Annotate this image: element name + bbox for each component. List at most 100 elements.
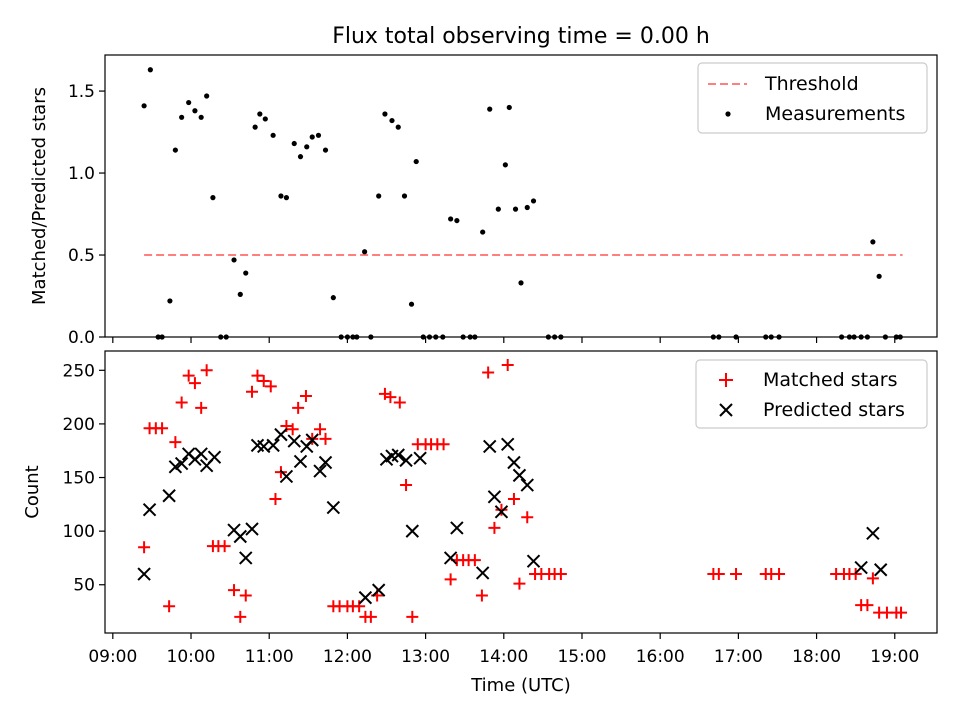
matched-star-point (468, 554, 481, 567)
matched-star-point (507, 492, 520, 505)
matched-star-point (188, 377, 201, 390)
measurement-point (876, 273, 882, 279)
predicted-star-point (137, 567, 151, 581)
predicted-star-point (174, 456, 189, 471)
matched-star-point (246, 385, 259, 398)
matched-star-point (406, 610, 419, 623)
count-legend: Matched stars Predicted stars (695, 359, 928, 429)
matched-star-point (234, 610, 247, 623)
matched-star-point (286, 423, 299, 436)
matched-star-point (257, 375, 270, 388)
matched-legend-swatch (719, 373, 733, 387)
measurement-point (243, 270, 249, 276)
measurement-point (179, 114, 185, 120)
predicted-star-point (854, 560, 868, 575)
measurement-point (262, 116, 268, 122)
measurement-point (315, 132, 322, 138)
measurement-point (330, 295, 336, 301)
matched-star-point (482, 366, 495, 379)
predicted-star-point (318, 455, 333, 470)
matched-star-point (353, 600, 366, 613)
measurement-point (172, 147, 178, 153)
predicted-star-point (500, 437, 515, 451)
measurement-point (322, 147, 329, 153)
count-y-axis: 50 100 150 200 250 (63, 361, 105, 596)
measurement-point (530, 198, 537, 204)
count-x-axis-label: Time (UTC) (470, 675, 571, 696)
measurement-point (204, 93, 210, 99)
predicted-star-point (239, 551, 253, 565)
matched-star-point (513, 577, 526, 590)
matched-star-point (437, 438, 450, 451)
ratio-y-tick-label: 1.0 (68, 164, 95, 184)
matched-star-point (228, 584, 241, 597)
matched-legend-label: Matched stars (763, 369, 897, 391)
matched-star-point (138, 541, 151, 554)
measurement-point (408, 301, 415, 307)
count-x-tick-label: 10:00 (167, 647, 216, 667)
measurement-point (141, 103, 147, 109)
count-x-tick-label: 19:00 (870, 647, 919, 667)
measurement-point (198, 114, 204, 120)
matched-star-point (444, 573, 457, 586)
measurement-point (237, 291, 243, 297)
matched-star-point (269, 492, 282, 505)
matched-star-point (218, 540, 231, 553)
predicted-star-point (162, 489, 176, 503)
predicted-star-point (358, 590, 373, 605)
ratio-x-ticks (112, 337, 896, 343)
matched-star-point (712, 568, 725, 581)
matched-star-point (314, 423, 327, 436)
matched-star-point (299, 390, 312, 403)
measurement-point (401, 193, 408, 199)
ratio-legend: Threshold Measurements (697, 62, 928, 134)
matched-star-point (169, 436, 182, 449)
measurement-point (291, 140, 297, 147)
predicted-star-point (207, 450, 222, 464)
matched-star-point (895, 606, 908, 619)
ratio-legend-frame (697, 62, 928, 134)
predicted-star-point (405, 524, 420, 538)
predicted-star-point (512, 468, 527, 483)
measurement-point (518, 280, 524, 286)
measurement-point (362, 249, 368, 255)
chart-title: Flux total observing time = 0.00 h (332, 24, 710, 49)
predicted-star-point (168, 460, 183, 474)
matched-star-point (163, 600, 176, 613)
measurement-point (389, 117, 395, 124)
count-y-axis-label: Count (22, 465, 43, 518)
matched-star-point (730, 568, 743, 581)
count-y-tick-label: 100 (63, 522, 95, 542)
predicted-star-point (313, 464, 327, 478)
matched-star-point (861, 599, 874, 612)
count-panel: 50 100 150 200 250 09:00 10:00 11:00 12:00 13:00… (22, 350, 938, 696)
count-x-tick-label: 15:00 (557, 647, 606, 667)
predicted-star-point (194, 447, 208, 461)
measurement-point (502, 162, 508, 168)
predicted-legend-label: Predicted stars (763, 399, 905, 421)
matched-star-point (773, 568, 786, 581)
measurement-point (395, 124, 401, 130)
count-y-tick-label: 200 (63, 415, 95, 435)
matched-star-point (182, 369, 195, 382)
predicted-star-point (520, 478, 534, 492)
predicted-star-point (483, 439, 497, 454)
matched-star-point (521, 511, 534, 524)
predicted-star-point (287, 434, 301, 448)
measurement-point (304, 144, 310, 150)
measurement-point (283, 195, 290, 201)
predicted-star-point (305, 433, 319, 447)
count-x-tick-label: 18:00 (792, 647, 841, 667)
measurement-point (270, 132, 276, 138)
count-x-axis: 09:00 10:00 11:00 12:00 13:00 14:00 15:00 16:00… (88, 633, 919, 667)
count-y-tick-label: 50 (73, 576, 95, 596)
measurement-point (147, 67, 153, 73)
matched-star-point (195, 401, 208, 414)
measurement-point (413, 158, 419, 165)
ratio-panel: 0.0 0.5 1.0 1.5 Matched/Predicted stars Thr… (29, 54, 938, 348)
count-x-tick-label: 13:00 (401, 647, 450, 667)
predicted-star-point (371, 583, 386, 597)
count-marks (137, 358, 908, 623)
count-x-tick-label: 17:00 (714, 647, 763, 667)
